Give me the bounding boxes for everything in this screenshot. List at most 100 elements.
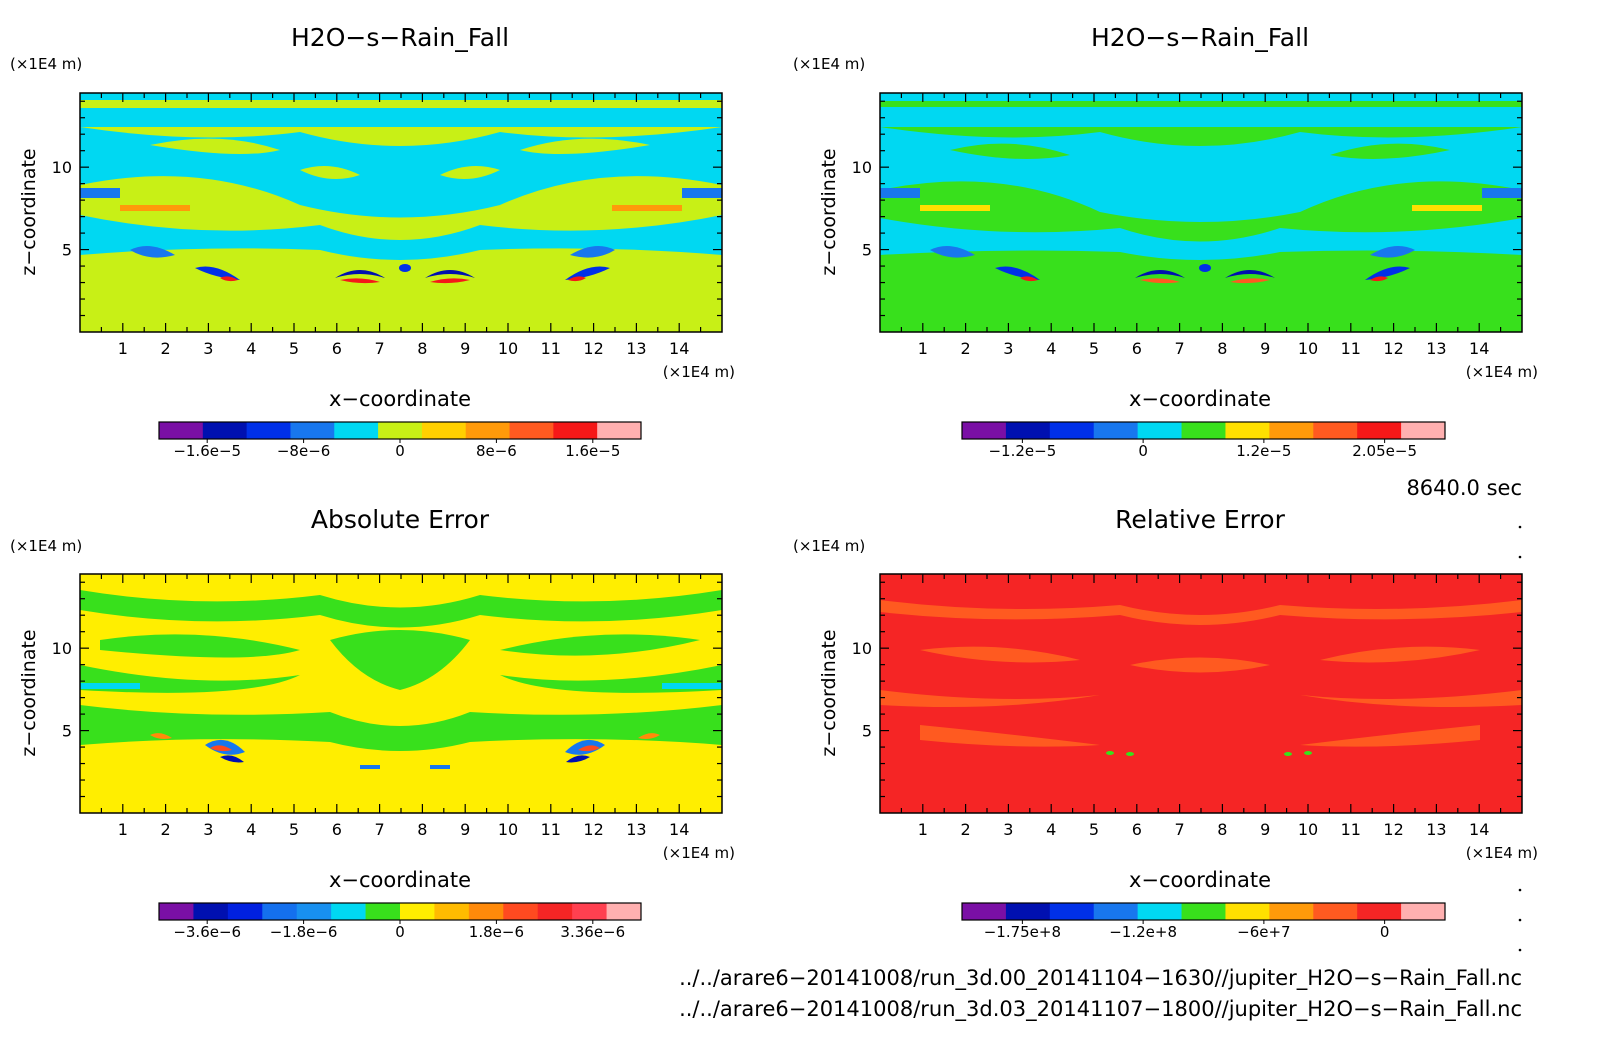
colorbar-label: 0	[395, 923, 405, 941]
y-unit-label: (×1E4 m)	[10, 55, 82, 73]
colorbar-swatch	[1093, 903, 1139, 920]
x-axis-label: x−coordinate	[1129, 387, 1271, 411]
colorbar-label: 3.36e−6	[560, 923, 625, 941]
x-tick-label: 2	[161, 339, 171, 358]
x-tick-label: 11	[541, 339, 561, 358]
contour-plot-area: 1 2 3 4 5 6 7 8 9 10 11 12 13 14 510	[852, 573, 1523, 839]
contour-fills	[80, 590, 722, 769]
x-tick-label: 10	[1298, 339, 1318, 358]
x-axis-ticks: 1 2 3 4 5 6 7 8 9 10 11 12 13 14	[900, 93, 1502, 358]
colorbar-swatch	[296, 903, 332, 920]
colorbar-swatch	[1269, 903, 1314, 920]
x-tick-label: 13	[1426, 820, 1446, 839]
colorbar-label: 0	[395, 442, 405, 460]
colorbar-swatch	[331, 903, 367, 920]
colorbar-swatch	[421, 422, 467, 439]
colorbar-label: −8e−6	[277, 442, 330, 460]
decorative-dots	[1518, 525, 1522, 952]
colorbar-label: −1.6e−5	[173, 442, 241, 460]
x-tick-label: 5	[1089, 339, 1099, 358]
colorbar-label: 0	[1138, 442, 1148, 460]
y-axis-label: z−coordinate	[18, 629, 40, 756]
x-tick-label: 12	[583, 339, 603, 358]
colorbar-swatch	[202, 422, 248, 439]
y-tick-label: 10	[852, 639, 872, 658]
colorbar: −3.6e−6 −1.8e−6 0 1.8e−6 3.36e−6	[158, 902, 642, 941]
y-axis-ticks: 5 10	[52, 100, 722, 317]
x-tick-label: 14	[1469, 820, 1489, 839]
x-tick-label: 12	[1383, 820, 1403, 839]
colorbar-swatch	[1401, 422, 1446, 439]
colorbar-label: 0	[1380, 923, 1390, 941]
y-axis-ticks: 5 10	[52, 581, 722, 798]
colorbar-swatch	[159, 903, 194, 920]
colorbar-swatch	[1005, 422, 1051, 439]
colorbar-swatch	[468, 903, 504, 920]
colorbar-swatch	[572, 903, 608, 920]
x-axis-label: x−coordinate	[329, 868, 471, 892]
x-axis-ticks: 1 2 3 4 5 6 7 8 9 10 11 12 13 14	[100, 93, 702, 358]
x-tick-label: 5	[1089, 820, 1099, 839]
x-tick-label: 4	[1046, 820, 1056, 839]
x-tick-label: 14	[1469, 339, 1489, 358]
colorbar-swatch	[1313, 903, 1358, 920]
colorbar-swatch	[1313, 422, 1358, 439]
x-tick-label: 1	[918, 820, 928, 839]
y-axis-ticks: 5 10	[852, 581, 1522, 798]
colorbar-swatch	[1181, 903, 1226, 920]
x-tick-label: 1	[118, 339, 128, 358]
colorbar-swatch	[606, 903, 642, 920]
colorbar-label: −1.75e+8	[984, 923, 1061, 941]
x-tick-label: 2	[161, 820, 171, 839]
x-tick-label: 2	[961, 339, 971, 358]
colorbar-label: 8e−6	[476, 442, 517, 460]
x-unit-label: (×1E4 m)	[1466, 844, 1538, 862]
contour-fills	[880, 93, 1522, 284]
colorbar-swatch	[1049, 422, 1095, 439]
x-tick-label: 9	[460, 820, 470, 839]
contour-plot-area: 1 2 3 4 5 6 7 8 9 10 11 12 13 14 510	[52, 92, 723, 358]
x-tick-label: 3	[1003, 820, 1013, 839]
colorbar-frame	[961, 421, 1446, 440]
panel-h2o-rain-fall-2: H2O−s−Rain_Fall (×1E4 m)	[793, 23, 1538, 460]
panel-title: H2O−s−Rain_Fall	[1091, 23, 1309, 52]
y-unit-label: (×1E4 m)	[793, 55, 865, 73]
x-tick-label: 14	[669, 820, 689, 839]
x-tick-label: 7	[375, 339, 385, 358]
colorbar-swatch	[246, 422, 291, 439]
y-axis-ticks: 5 10	[852, 100, 1522, 317]
x-tick-label: 3	[203, 339, 213, 358]
colorbar-swatch	[1137, 903, 1183, 920]
x-axis-label: x−coordinate	[1129, 868, 1271, 892]
colorbar-swatch	[962, 903, 1007, 920]
panel-title: H2O−s−Rain_Fall	[291, 23, 509, 52]
x-tick-label: 7	[1175, 820, 1185, 839]
x-unit-label: (×1E4 m)	[663, 844, 735, 862]
time-label: 8640.0 sec	[1406, 476, 1522, 500]
x-tick-label: 10	[1298, 820, 1318, 839]
x-tick-label: 8	[417, 339, 427, 358]
x-tick-label: 13	[626, 339, 646, 358]
colorbar-swatch	[365, 903, 401, 920]
colorbar: −1.2e−5 0 1.2e−5 2.05e−5	[961, 421, 1446, 460]
y-unit-label: (×1E4 m)	[10, 537, 82, 555]
colorbar-label: 1.6e−5	[565, 442, 620, 460]
colorbar-swatch	[290, 422, 335, 439]
contour-plot-area: 1 2 3 4 5 6 7 8 9 10 11 12 13 14 510	[852, 92, 1523, 358]
colorbar-label: −3.6e−6	[173, 923, 241, 941]
x-tick-label: 1	[118, 820, 128, 839]
colorbar-swatch	[503, 903, 539, 920]
colorbar-swatch	[193, 903, 229, 920]
x-tick-label: 2	[961, 820, 971, 839]
x-tick-label: 6	[332, 820, 342, 839]
file-path-2: ../../arare6−20141008/run_3d.03_20141107…	[679, 997, 1522, 1022]
x-unit-label: (×1E4 m)	[663, 363, 735, 381]
panel-absolute-error: Absolute Error (×1E4 m)	[10, 505, 735, 941]
x-tick-label: 8	[417, 820, 427, 839]
colorbar-label: 1.2e−5	[1236, 442, 1291, 460]
y-tick-label: 10	[52, 639, 72, 658]
x-tick-label: 9	[460, 339, 470, 358]
x-tick-label: 11	[1341, 820, 1361, 839]
colorbar-swatch	[159, 422, 204, 439]
contour-fills	[80, 93, 722, 284]
